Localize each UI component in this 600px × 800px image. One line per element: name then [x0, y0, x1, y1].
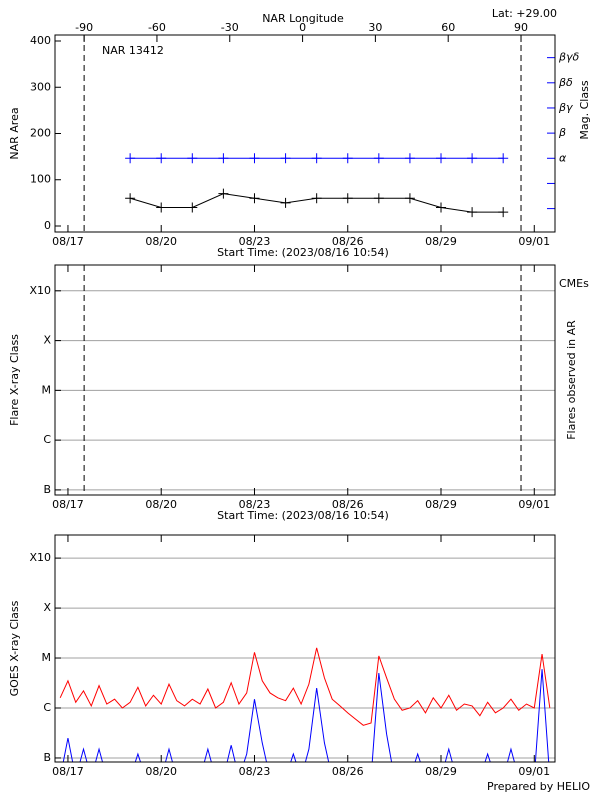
x-tick-label: 09/01: [518, 765, 550, 778]
x2-axis-title: NAR Longitude: [262, 12, 344, 25]
plot-frame: [54, 534, 556, 763]
x-tick-label: 08/17: [52, 235, 84, 248]
y-axis-title: Flare X-ray Class: [8, 334, 21, 426]
y-tick-label: B: [43, 483, 51, 496]
x-tick-label: 08/17: [52, 498, 84, 511]
y2-tick-label: βδ: [558, 76, 573, 89]
point-marker: [156, 153, 167, 164]
point-marker: [187, 153, 198, 164]
y-tick-label: C: [43, 433, 51, 446]
x-tick-label: 08/20: [145, 235, 177, 248]
y2-tick-label: βγ: [558, 101, 573, 114]
x-tick-label: 08/20: [145, 765, 177, 778]
point-marker: [280, 197, 291, 208]
point-marker: [311, 153, 322, 164]
plot-area: [59, 647, 551, 762]
y-tick-label: C: [43, 701, 51, 714]
x-tick-label: 08/20: [145, 498, 177, 511]
cme-label: CMEs: [559, 277, 589, 290]
x2-tick-label: -60: [148, 21, 166, 34]
x2-tick-label: 0: [299, 21, 306, 34]
point-marker: [125, 193, 136, 204]
x2-tick-label: 30: [368, 21, 382, 34]
y-tick-label: 100: [30, 173, 51, 186]
point-marker: [218, 188, 229, 199]
y-tick-label: M: [42, 651, 52, 664]
point-marker: [404, 153, 415, 164]
x-axis-title: Start Time: (2023/08/16 10:54): [217, 509, 389, 522]
point-marker: [156, 202, 167, 213]
x-tick-label: 08/23: [239, 765, 271, 778]
y-tick-label: B: [43, 751, 51, 764]
y-tick-label: 300: [30, 80, 51, 93]
x-tick-label: 08/29: [425, 235, 457, 248]
x-axis-title: Start Time: (2023/08/16 10:54): [217, 246, 389, 259]
point-marker: [249, 153, 260, 164]
y-tick-label: X10: [29, 284, 51, 297]
latitude-label: Lat: +29.00: [492, 7, 557, 20]
point-marker: [467, 153, 478, 164]
point-marker: [404, 193, 415, 204]
point-marker: [125, 153, 136, 164]
point-marker: [498, 153, 509, 164]
x2-tick-label: -30: [221, 21, 239, 34]
x2-tick-label: 90: [514, 21, 528, 34]
point-marker: [218, 153, 229, 164]
y-tick-label: 0: [44, 219, 51, 232]
x-tick-label: 09/01: [518, 235, 550, 248]
point-marker: [373, 193, 384, 204]
y-tick-label: 200: [30, 127, 51, 140]
plot-frame: [54, 264, 556, 496]
plot-area: [125, 153, 509, 218]
point-marker: [187, 202, 198, 213]
point-marker: [311, 193, 322, 204]
y-tick-label: X: [43, 334, 51, 347]
x-tick-label: 08/26: [332, 235, 364, 248]
x-tick-label: 08/26: [332, 765, 364, 778]
x-tick-label: 08/26: [332, 498, 364, 511]
x-tick-label: 08/17: [52, 765, 84, 778]
chart-title: NAR 13412: [102, 44, 164, 57]
point-marker: [467, 207, 478, 218]
x2-tick-label: -90: [75, 21, 93, 34]
x-tick-label: 08/23: [239, 498, 271, 511]
x2-tick-label: 60: [441, 21, 455, 34]
x-tick-label: 09/01: [518, 498, 550, 511]
point-marker: [342, 153, 353, 164]
point-marker: [249, 193, 260, 204]
y-axis-title: NAR Area: [8, 107, 21, 159]
y-tick-label: M: [42, 383, 52, 396]
point-marker: [373, 153, 384, 164]
point-marker: [436, 202, 447, 213]
y-tick-label: X: [43, 601, 51, 614]
footnote: Prepared by HELIO: [487, 780, 590, 793]
y-tick-label: X10: [29, 551, 51, 564]
x-tick-label: 08/29: [425, 498, 457, 511]
point-marker: [280, 153, 291, 164]
y2-tick-label: α: [559, 151, 567, 164]
point-marker: [436, 153, 447, 164]
x-tick-label: 08/23: [239, 235, 271, 248]
point-marker: [342, 193, 353, 204]
y-axis-title: GOES X-ray Class: [8, 600, 21, 696]
y2-axis-title: Mag. Class: [578, 80, 591, 139]
point-marker: [498, 207, 509, 218]
y2-tick-label: βγδ: [558, 51, 580, 64]
plot-frame: [54, 34, 556, 233]
y2-axis-title: Flares observed in AR: [565, 320, 578, 440]
series-line: [59, 647, 551, 726]
y-tick-label: 400: [30, 34, 51, 47]
x-tick-label: 08/29: [425, 765, 457, 778]
y2-tick-label: β: [558, 126, 566, 139]
